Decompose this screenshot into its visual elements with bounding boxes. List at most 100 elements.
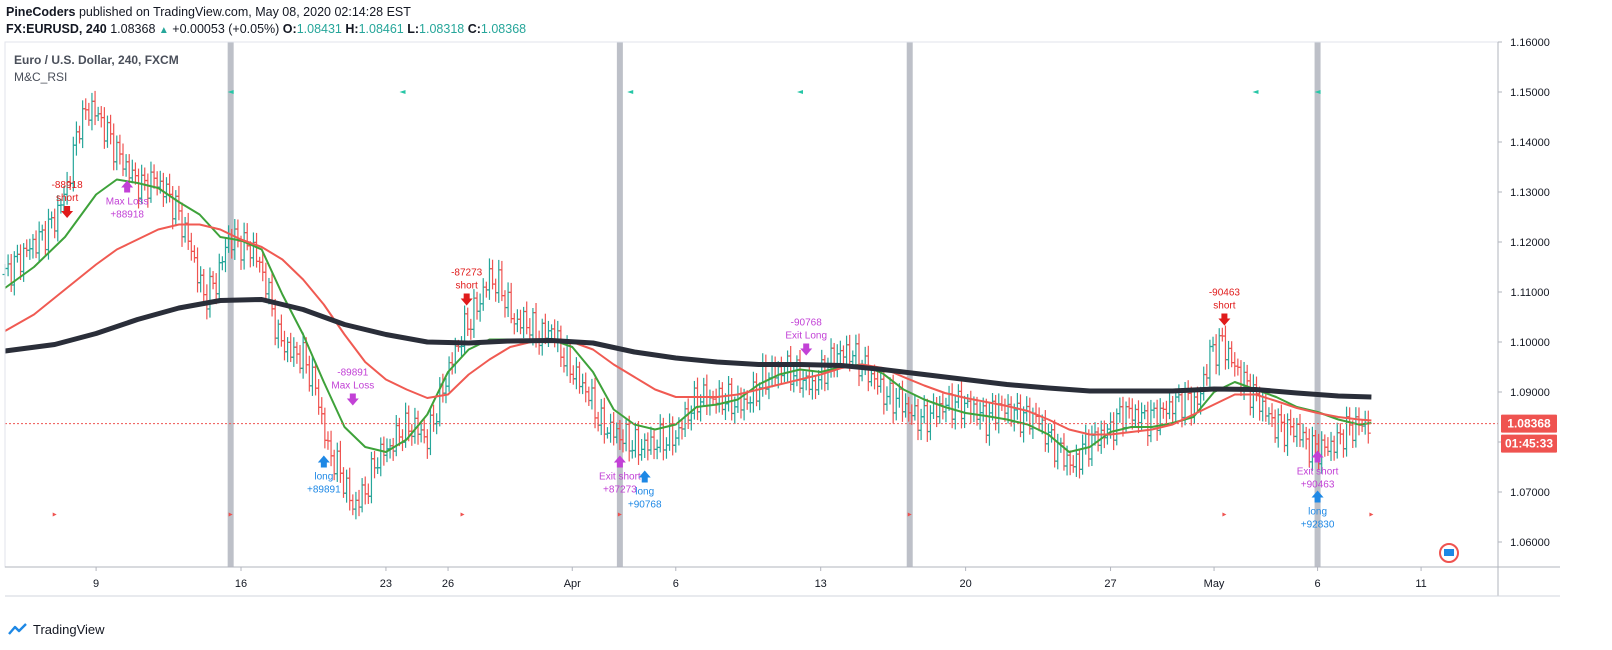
logo-circle bbox=[1439, 543, 1459, 563]
trade-annotation-long[interactable]: long +90768 bbox=[628, 470, 662, 511]
tradingview-logo-icon bbox=[8, 622, 27, 635]
signal-marker bbox=[1222, 512, 1227, 517]
low-label: L: bbox=[407, 22, 420, 36]
x-tick-label: 9 bbox=[93, 578, 99, 590]
signal-marker bbox=[399, 90, 406, 94]
annotation-text: -89891 bbox=[337, 368, 369, 379]
last-price-badge bbox=[1501, 414, 1557, 433]
annotation-text: -90768 bbox=[791, 318, 823, 329]
annotation-text: +90768 bbox=[628, 500, 662, 511]
session-separator bbox=[906, 42, 913, 567]
y-tick-label: 1.15000 bbox=[1510, 87, 1550, 99]
y-tick-label: 1.10000 bbox=[1510, 337, 1550, 349]
up-triangle-icon: ▲ bbox=[158, 25, 169, 36]
publish-info: published on TradingView.com, May 08, 20… bbox=[78, 5, 411, 19]
symbol-label[interactable]: FX:EURUSD, 240 bbox=[6, 22, 107, 36]
signal-marker bbox=[907, 512, 912, 517]
open-value: 1.08431 bbox=[296, 22, 342, 36]
low-value: 1.08318 bbox=[419, 22, 465, 36]
last-price: 1.08368 bbox=[110, 22, 156, 36]
countdown-badge-text: 01:45:33 bbox=[1505, 437, 1553, 451]
trade-annotation-short[interactable]: -90463 short bbox=[1209, 288, 1241, 326]
annotation-text: Exit short bbox=[1297, 467, 1339, 478]
fast-ma-line bbox=[4, 178, 1372, 453]
arrow-down-icon bbox=[1218, 313, 1231, 326]
publisher-name[interactable]: PineCoders bbox=[6, 5, 76, 19]
arrow-down-icon bbox=[346, 393, 359, 406]
x-tick-label: 11 bbox=[1415, 578, 1426, 590]
signal-marker bbox=[228, 512, 233, 517]
chart-legend-title[interactable]: Euro / U.S. Dollar, 240, FXCM bbox=[14, 53, 179, 67]
trade-annotation-exit-up[interactable]: Exit short +90463 bbox=[1297, 450, 1339, 491]
mid-ma-line bbox=[4, 223, 1372, 436]
arrow-up-icon bbox=[613, 455, 626, 468]
annotation-text: +92830 bbox=[1301, 520, 1335, 531]
session-separator bbox=[1314, 42, 1321, 567]
trade-annotation-short[interactable]: -87273 short bbox=[451, 268, 483, 306]
logo-box bbox=[1444, 549, 1454, 556]
high-value: 1.08461 bbox=[358, 22, 404, 36]
y-tick-label: 1.07000 bbox=[1510, 487, 1550, 499]
arrow-down-icon bbox=[61, 206, 74, 218]
x-tick-label: 23 bbox=[380, 578, 392, 590]
annotation-text: short bbox=[56, 193, 78, 204]
trade-annotation-exit-down[interactable]: -90768 Exit Long bbox=[785, 318, 827, 356]
footer-brand[interactable]: TradingView bbox=[8, 622, 105, 637]
last-price-badge-text: 1.08368 bbox=[1507, 417, 1551, 431]
annotation-text: -87273 bbox=[451, 268, 483, 279]
annotation-text: Max Loss bbox=[331, 381, 374, 392]
signal-marker bbox=[460, 512, 465, 517]
signal-marker bbox=[1314, 90, 1321, 94]
trade-annotation-exit-up[interactable]: Exit short +87273 bbox=[599, 455, 641, 496]
trade-annotation-long[interactable]: long +92830 bbox=[1301, 490, 1335, 531]
arrow-down-icon bbox=[800, 343, 813, 356]
x-tick-label: 20 bbox=[959, 578, 971, 590]
x-tick-label: 26 bbox=[442, 578, 454, 590]
ohlc-line: FX:EURUSD, 240 1.08368 ▲ +0.00053 (+0.05… bbox=[6, 22, 526, 36]
annotation-text: Max Loss bbox=[106, 197, 149, 208]
signal-marker bbox=[227, 90, 234, 94]
signal-marker bbox=[617, 512, 622, 517]
trade-annotation-long[interactable]: long +89891 bbox=[307, 455, 341, 496]
annotation-text: long bbox=[1308, 507, 1327, 518]
y-tick-label: 1.14000 bbox=[1510, 137, 1550, 149]
arrow-up-icon bbox=[1311, 450, 1324, 463]
annotation-text: -90463 bbox=[1209, 288, 1241, 299]
signal-marker bbox=[796, 90, 803, 94]
x-tick-label: 13 bbox=[815, 578, 827, 590]
signal-marker bbox=[1252, 90, 1259, 94]
x-tick-label: Apr bbox=[564, 578, 581, 590]
trade-annotation-short[interactable]: -88918 short bbox=[52, 180, 84, 218]
x-tick-label: 6 bbox=[673, 578, 679, 590]
x-tick-label: May bbox=[1204, 578, 1225, 590]
trade-annotation-exit-up[interactable]: Max Loss +88918 bbox=[106, 180, 149, 221]
session-separator bbox=[227, 42, 234, 567]
countdown-badge bbox=[1501, 434, 1557, 453]
annotation-text: long bbox=[314, 472, 333, 483]
annotation-text: +89891 bbox=[307, 485, 341, 496]
price-change: +0.00053 (+0.05%) bbox=[172, 22, 280, 36]
footer-brand-text: TradingView bbox=[33, 622, 105, 637]
y-tick-label: 1.12000 bbox=[1510, 237, 1550, 249]
signal-marker bbox=[627, 90, 634, 94]
signal-marker bbox=[1369, 512, 1374, 517]
annotation-text: short bbox=[1213, 301, 1235, 312]
x-tick-label: 6 bbox=[1315, 578, 1321, 590]
signal-marker bbox=[52, 512, 57, 517]
indicator-legend[interactable]: M&C_RSI bbox=[14, 70, 68, 84]
y-tick-label: 1.16000 bbox=[1510, 37, 1550, 49]
annotation-text: +88918 bbox=[110, 210, 144, 221]
trade-annotation-exit-down[interactable]: -89891 Max Loss bbox=[331, 368, 374, 406]
x-tick-label: 16 bbox=[235, 578, 247, 590]
arrow-up-icon bbox=[1311, 490, 1324, 503]
annotation-text: +87273 bbox=[603, 485, 637, 496]
arrow-up-icon bbox=[638, 470, 651, 483]
annotation-text: -88918 bbox=[52, 180, 84, 191]
publish-line: PineCoders published on TradingView.com,… bbox=[6, 5, 411, 19]
slow-ma-line bbox=[4, 297, 1372, 400]
arrow-down-icon bbox=[460, 293, 473, 306]
y-tick-label: 1.06000 bbox=[1510, 537, 1550, 549]
annotation-text: short bbox=[456, 281, 478, 292]
close-value: 1.08368 bbox=[480, 22, 527, 36]
